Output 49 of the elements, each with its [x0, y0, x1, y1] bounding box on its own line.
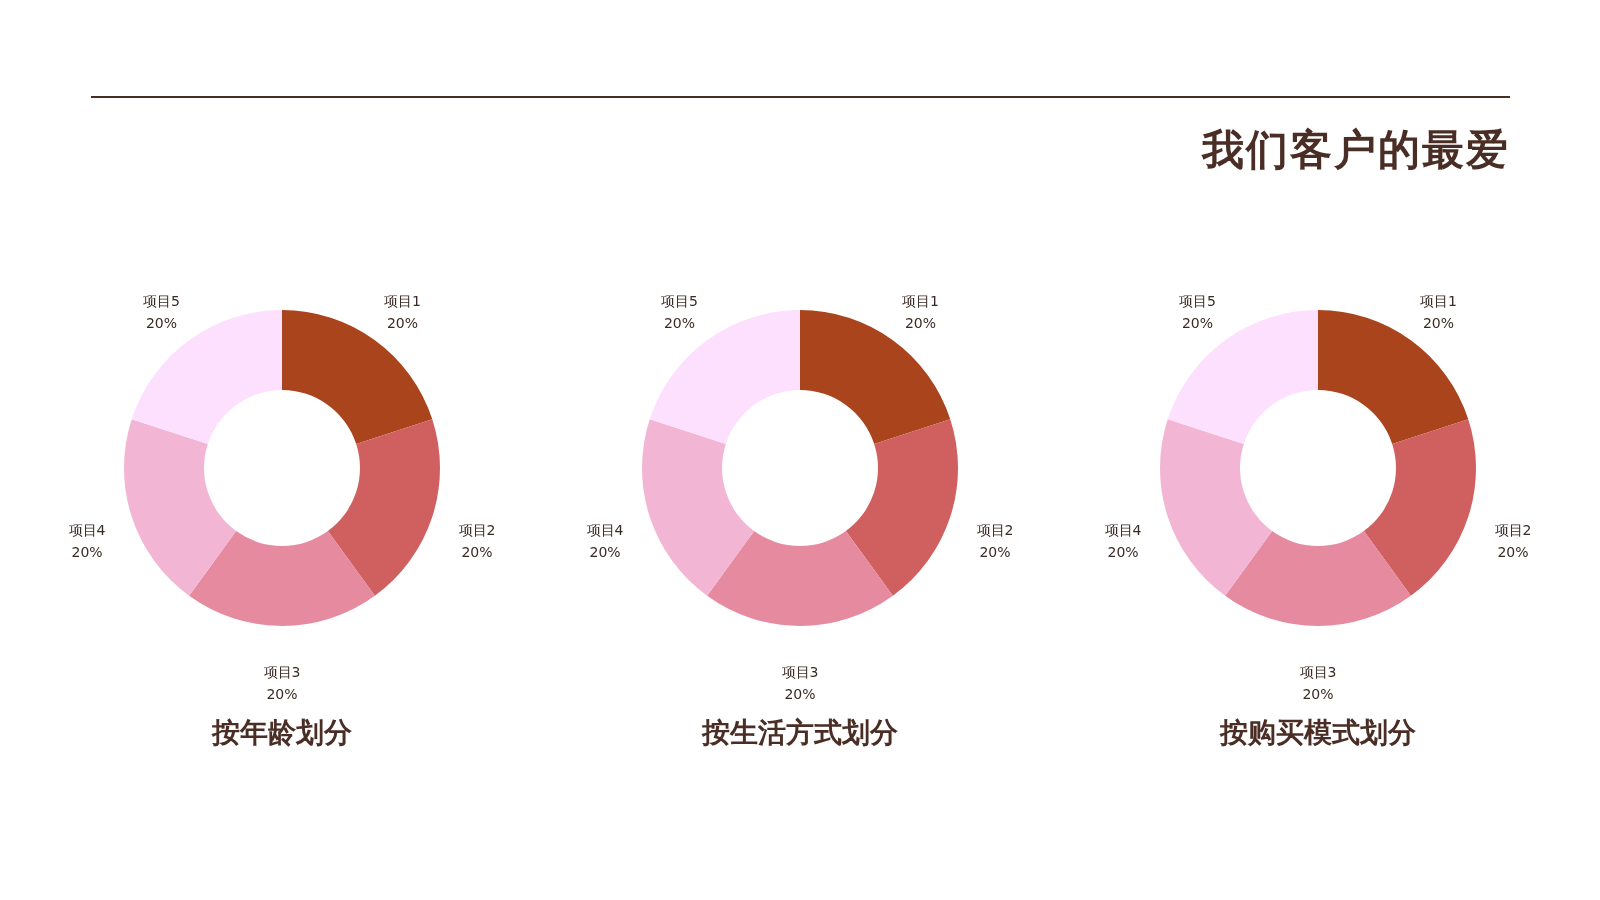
data-label: 20%	[904, 315, 937, 332]
text: 按生活方式划分	[701, 716, 899, 749]
slice-label: 项目5	[1179, 293, 1216, 310]
slice-label: 项目1	[1420, 293, 1457, 310]
donut-slice	[1160, 419, 1273, 596]
donut-slice	[707, 531, 893, 626]
text: 按购买模式划分	[1219, 716, 1417, 749]
slice-label: 项目4	[586, 522, 624, 539]
donut-slice	[642, 419, 755, 596]
donut-slice	[649, 310, 800, 444]
slice-label: 项目2	[976, 522, 1014, 539]
data-label: 20%	[1181, 315, 1214, 332]
text: 按年龄划分	[211, 716, 353, 749]
donut-slice	[282, 310, 433, 444]
slice-label: 项目3	[781, 664, 819, 680]
data-label: 20%	[663, 315, 696, 332]
data-label: 20%	[71, 544, 103, 561]
slice-label: 项目5	[661, 293, 698, 310]
data-label: 20%	[1107, 544, 1139, 561]
donut-slice	[189, 531, 375, 626]
donut-slice	[1225, 531, 1411, 626]
data-label: 20%	[266, 686, 298, 702]
slice-label: 项目4	[68, 522, 106, 539]
donut-slice	[1363, 419, 1476, 596]
data-label: 20%	[145, 315, 178, 332]
slice-label: 项目2	[1494, 522, 1532, 539]
data-label: 20%	[784, 686, 816, 702]
data-label: 20%	[386, 315, 419, 332]
data-label: 20%	[461, 544, 493, 561]
slice-label: 项目4	[1104, 522, 1142, 539]
data-label: 20%	[589, 544, 621, 561]
donut-slice	[800, 310, 951, 444]
data-label: 20%	[1497, 544, 1529, 561]
slice-label: 项目1	[384, 293, 421, 310]
donut-slice	[845, 419, 958, 596]
slice-label: 项目2	[458, 522, 496, 539]
donut-slice	[131, 310, 282, 444]
data-label: 20%	[1302, 686, 1334, 702]
data-label: 20%	[1422, 315, 1455, 332]
text: 我们客户的最爱	[1202, 124, 1510, 176]
donut-slice	[1167, 310, 1318, 444]
slice-label: 项目1	[902, 293, 939, 310]
slice-label: 项目3	[263, 664, 301, 680]
slice-label: 项目5	[143, 293, 180, 310]
data-label: 20%	[979, 544, 1011, 561]
slice-label: 项目3	[1299, 664, 1337, 680]
donut-slice	[1318, 310, 1469, 444]
donut-slice	[327, 419, 440, 596]
donut-slice	[124, 419, 237, 596]
